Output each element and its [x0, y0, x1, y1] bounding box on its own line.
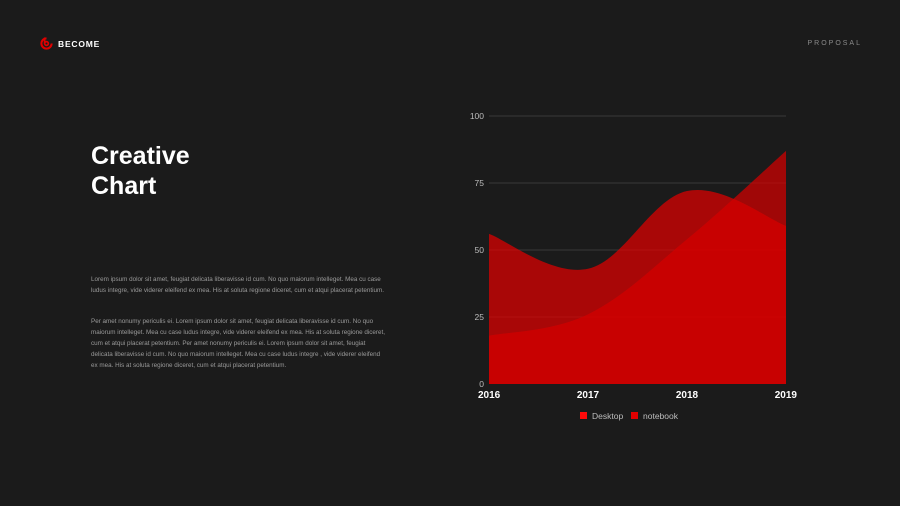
- legend-label: notebook: [643, 411, 679, 421]
- y-tick-label: 25: [475, 312, 485, 322]
- legend-swatch: [580, 412, 587, 419]
- title-line-2: Chart: [91, 172, 157, 200]
- x-tick-label: 2017: [577, 390, 600, 401]
- body-paragraph-2: Per amet nonumy periculis ei. Lorem ipsu…: [91, 318, 386, 369]
- legend-swatch: [631, 412, 638, 419]
- x-tick-label: 2016: [478, 390, 501, 401]
- page-title: Creative Chart: [91, 141, 190, 201]
- area-series-notebook: [489, 150, 786, 384]
- legend-label: Desktop: [592, 411, 623, 421]
- y-tick-label: 0: [479, 379, 484, 389]
- logo-icon: [40, 37, 53, 50]
- brand-logo: BECOME: [40, 37, 100, 50]
- body-paragraph-1: Lorem ipsum dolor sit amet, feugiat deli…: [91, 276, 384, 294]
- title-line-1: Creative: [91, 142, 190, 170]
- y-tick-label: 75: [475, 178, 485, 188]
- x-tick-label: 2018: [676, 390, 699, 401]
- brand-name: BECOME: [58, 38, 101, 49]
- header-label: PROPOSAL: [807, 40, 862, 47]
- y-tick-label: 100: [470, 111, 484, 121]
- y-tick-label: 50: [475, 245, 485, 255]
- x-tick-label: 2019: [775, 390, 798, 401]
